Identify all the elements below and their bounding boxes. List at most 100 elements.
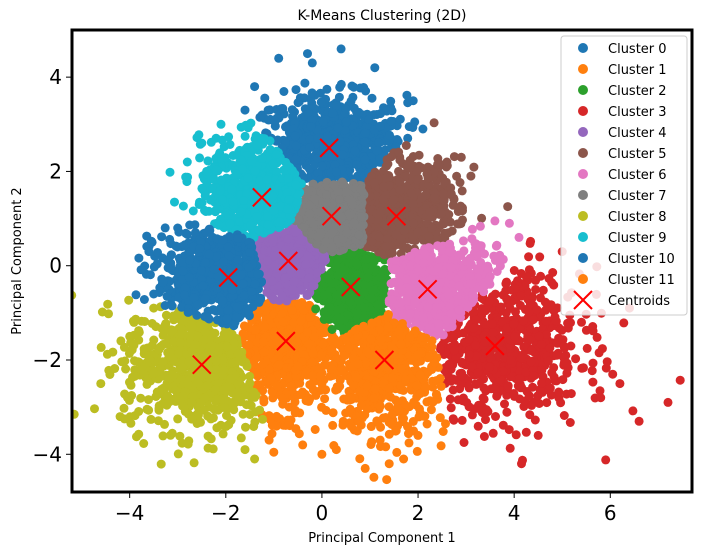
data-point bbox=[374, 138, 384, 147]
data-point bbox=[297, 235, 306, 245]
data-point bbox=[359, 313, 369, 323]
data-point bbox=[495, 261, 505, 271]
data-point bbox=[396, 234, 406, 244]
data-point bbox=[505, 299, 515, 309]
data-point bbox=[417, 193, 427, 203]
data-point bbox=[367, 293, 376, 303]
data-point bbox=[558, 375, 568, 385]
data-point bbox=[336, 79, 346, 89]
data-point bbox=[446, 189, 456, 199]
data-point bbox=[387, 248, 397, 258]
data-point bbox=[335, 289, 344, 299]
data-point bbox=[444, 359, 454, 369]
data-point bbox=[446, 403, 456, 413]
data-point bbox=[270, 327, 279, 336]
data-point bbox=[521, 427, 531, 437]
outlier-point bbox=[250, 82, 260, 92]
data-point bbox=[269, 295, 279, 305]
data-point bbox=[327, 325, 337, 334]
data-point bbox=[359, 287, 369, 297]
data-point bbox=[485, 296, 495, 306]
data-point bbox=[372, 146, 382, 156]
data-point bbox=[368, 158, 378, 168]
data-point bbox=[418, 313, 428, 323]
data-point bbox=[504, 425, 514, 435]
data-point bbox=[270, 116, 280, 126]
data-point bbox=[395, 177, 405, 187]
data-point bbox=[528, 315, 538, 325]
data-point bbox=[544, 274, 554, 283]
data-point bbox=[414, 266, 424, 275]
data-point bbox=[503, 381, 513, 391]
data-point bbox=[509, 266, 519, 275]
data-point bbox=[543, 356, 553, 366]
data-point bbox=[408, 199, 418, 209]
data-point bbox=[480, 249, 489, 259]
data-point bbox=[601, 455, 611, 465]
data-point bbox=[306, 380, 316, 390]
data-point bbox=[315, 88, 325, 98]
data-point bbox=[502, 407, 512, 417]
data-point bbox=[266, 373, 276, 383]
data-point bbox=[588, 358, 598, 368]
data-point bbox=[477, 213, 487, 223]
data-point bbox=[303, 251, 313, 261]
data-point bbox=[463, 302, 473, 312]
data-point bbox=[602, 357, 612, 367]
data-point bbox=[467, 224, 477, 234]
data-point bbox=[334, 92, 344, 102]
data-point bbox=[481, 386, 491, 396]
data-point bbox=[516, 353, 526, 363]
outlier-point bbox=[615, 379, 625, 389]
data-point bbox=[250, 325, 260, 335]
data-point bbox=[320, 394, 330, 404]
data-point bbox=[307, 58, 317, 68]
data-point bbox=[484, 275, 494, 285]
data-point bbox=[531, 285, 541, 294]
data-point bbox=[260, 322, 270, 332]
data-point bbox=[541, 316, 551, 326]
data-point bbox=[298, 135, 308, 145]
data-point bbox=[278, 399, 288, 409]
data-point bbox=[330, 160, 340, 170]
data-point bbox=[361, 254, 371, 264]
data-point bbox=[563, 318, 573, 328]
data-point bbox=[267, 276, 277, 286]
data-point bbox=[335, 269, 345, 278]
data-point bbox=[410, 298, 420, 308]
data-point bbox=[459, 438, 469, 447]
outlier-point bbox=[663, 397, 673, 407]
data-point bbox=[524, 391, 534, 401]
data-point bbox=[518, 316, 528, 326]
data-point bbox=[390, 264, 400, 274]
data-point bbox=[488, 328, 498, 338]
data-point bbox=[491, 412, 500, 421]
data-point bbox=[283, 234, 293, 244]
data-point bbox=[394, 147, 404, 157]
data-point bbox=[503, 202, 513, 212]
data-point bbox=[469, 162, 479, 172]
data-point bbox=[500, 399, 509, 409]
data-point bbox=[588, 377, 598, 387]
data-point bbox=[429, 193, 439, 203]
data-point bbox=[434, 159, 444, 169]
data-point bbox=[258, 337, 268, 347]
data-point bbox=[464, 334, 474, 344]
data-point bbox=[375, 121, 385, 131]
data-point bbox=[510, 332, 520, 342]
data-point bbox=[474, 378, 484, 388]
data-point bbox=[386, 96, 396, 106]
data-point bbox=[301, 396, 311, 406]
data-point bbox=[515, 300, 525, 310]
data-point bbox=[445, 239, 455, 249]
data-point bbox=[350, 146, 360, 156]
data-point bbox=[395, 185, 405, 195]
data-point bbox=[320, 290, 330, 300]
data-point bbox=[395, 114, 405, 124]
data-point bbox=[562, 358, 572, 368]
data-point bbox=[375, 154, 385, 164]
data-point bbox=[317, 161, 327, 171]
data-point bbox=[509, 319, 519, 329]
data-point bbox=[259, 397, 269, 407]
